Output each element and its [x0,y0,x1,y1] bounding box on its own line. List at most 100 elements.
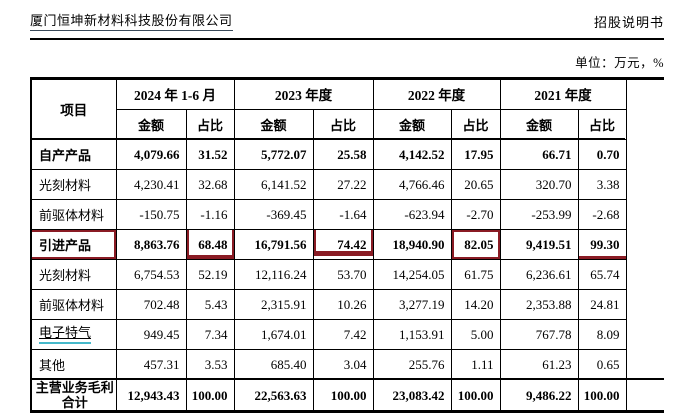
row-label: 光刻材料 [31,260,116,290]
cell: -1.16 [186,200,234,230]
cell: 32.68 [186,170,234,200]
cell: -2.68 [578,200,626,230]
cell: 3.04 [313,350,373,380]
cell: 0.65 [578,350,626,380]
cell: 4,142.52 [373,140,451,170]
teal-underlined-label: 电子特气 [39,325,91,343]
cell: 6,141.52 [234,170,313,200]
row-label: 主营业务毛利合计 [31,380,116,412]
cell: 4,230.41 [116,170,186,200]
cell: 8.09 [578,320,626,350]
cell-highlighted: 99.30 [578,230,626,260]
cell-highlighted: 74.42 [313,230,373,260]
table-row-total: 主营业务毛利合计 12,943.43 100.00 22,563.63 100.… [31,380,626,412]
table-row-imported-products: 引进产品 8,863.76 68.48 16,791.56 74.42 18,9… [31,230,626,260]
cell: 6,236.61 [500,260,578,290]
cell: 4,766.46 [373,170,451,200]
row-label: 其他 [31,350,116,380]
cell: 27.22 [313,170,373,200]
cell: 4,079.66 [116,140,186,170]
cell: 3.53 [186,350,234,380]
cell: 9,486.22 [500,380,578,412]
header-row-sub: 金额 占比 金额 占比 金额 占比 金额 占比 [31,110,626,140]
row-label: 前驱体材料 [31,290,116,320]
cell: 14.20 [451,290,500,320]
cell: 66.71 [500,140,578,170]
table-top-rule [30,77,664,80]
table-header-rule [30,138,625,140]
row-label: 引进产品 [31,230,116,260]
cell: 8,863.76 [116,230,186,260]
cell: 457.31 [116,350,186,380]
cell: 5.43 [186,290,234,320]
cell: 5.00 [451,320,500,350]
col-header-period-2022: 2022 年度 [373,79,500,110]
cell: 2,353.88 [500,290,578,320]
document-type: 招股说明书 [594,12,664,31]
row-label: 光刻材料 [31,170,116,200]
cell-highlighted: 82.05 [451,230,500,260]
gross-profit-table-wrap: 项目 2024 年 1-6 月 2023 年度 2022 年度 2021 年度 … [30,78,664,412]
cell-highlighted: 68.48 [186,230,234,260]
cell: 100.00 [313,380,373,412]
cell: 18,940.90 [373,230,451,260]
col-header-amount: 金额 [373,110,451,140]
table-row-precursor-2: 前驱体材料 702.48 5.43 2,315.91 10.26 3,277.1… [31,290,626,320]
cell: 100.00 [578,380,626,412]
col-header-amount: 金额 [116,110,186,140]
col-header-amount: 金额 [234,110,313,140]
cell: -2.70 [451,200,500,230]
col-header-amount: 金额 [500,110,578,140]
cell: 100.00 [186,380,234,412]
cell: 255.76 [373,350,451,380]
col-header-ratio: 占比 [451,110,500,140]
cell: 7.34 [186,320,234,350]
header-row-periods: 项目 2024 年 1-6 月 2023 年度 2022 年度 2021 年度 [31,79,626,110]
col-header-ratio: 占比 [313,110,373,140]
cell: 16,791.56 [234,230,313,260]
col-header-ratio: 占比 [186,110,234,140]
cell: 320.70 [500,170,578,200]
col-header-ratio: 占比 [578,110,626,140]
cell: 24.81 [578,290,626,320]
cell: 20.65 [451,170,500,200]
cell: 12,943.43 [116,380,186,412]
col-header-item: 项目 [31,79,116,140]
cell: 52.19 [186,260,234,290]
cell: 53.70 [313,260,373,290]
cell: 0.70 [578,140,626,170]
table-row-photoresist-1: 光刻材料 4,230.41 32.68 6,141.52 27.22 4,766… [31,170,626,200]
cell: 1,674.01 [234,320,313,350]
cell: 65.74 [578,260,626,290]
cell: 100.00 [451,380,500,412]
cell: 7.42 [313,320,373,350]
gross-profit-table: 项目 2024 年 1-6 月 2023 年度 2022 年度 2021 年度 … [30,78,627,412]
cell: 6,754.53 [116,260,186,290]
table-total-rule [30,378,664,380]
cell: -369.45 [234,200,313,230]
cell: -253.99 [500,200,578,230]
cell: 25.58 [313,140,373,170]
cell: 10.26 [313,290,373,320]
cell: 22,563.63 [234,380,313,412]
cell: 31.52 [186,140,234,170]
table-bottom-rule [30,410,664,413]
cell: -623.94 [373,200,451,230]
cell: 23,083.42 [373,380,451,412]
company-name: 厦门恒坤新材料科技股份有限公司 [30,10,233,31]
cell: 61.23 [500,350,578,380]
cell: 2,315.91 [234,290,313,320]
row-label: 前驱体材料 [31,200,116,230]
row-label: 自产产品 [31,140,116,170]
document-header: 厦门恒坤新材料科技股份有限公司 招股说明书 [30,10,664,40]
cell: 1,153.91 [373,320,451,350]
cell: 61.75 [451,260,500,290]
table-row-self-produced: 自产产品 4,079.66 31.52 5,772.07 25.58 4,142… [31,140,626,170]
col-header-period-2023: 2023 年度 [234,79,373,110]
cell: 1.11 [451,350,500,380]
table-row-others: 其他 457.31 3.53 685.40 3.04 255.76 1.11 6… [31,350,626,380]
cell: 949.45 [116,320,186,350]
col-header-period-2024: 2024 年 1-6 月 [116,79,234,110]
cell: 14,254.05 [373,260,451,290]
